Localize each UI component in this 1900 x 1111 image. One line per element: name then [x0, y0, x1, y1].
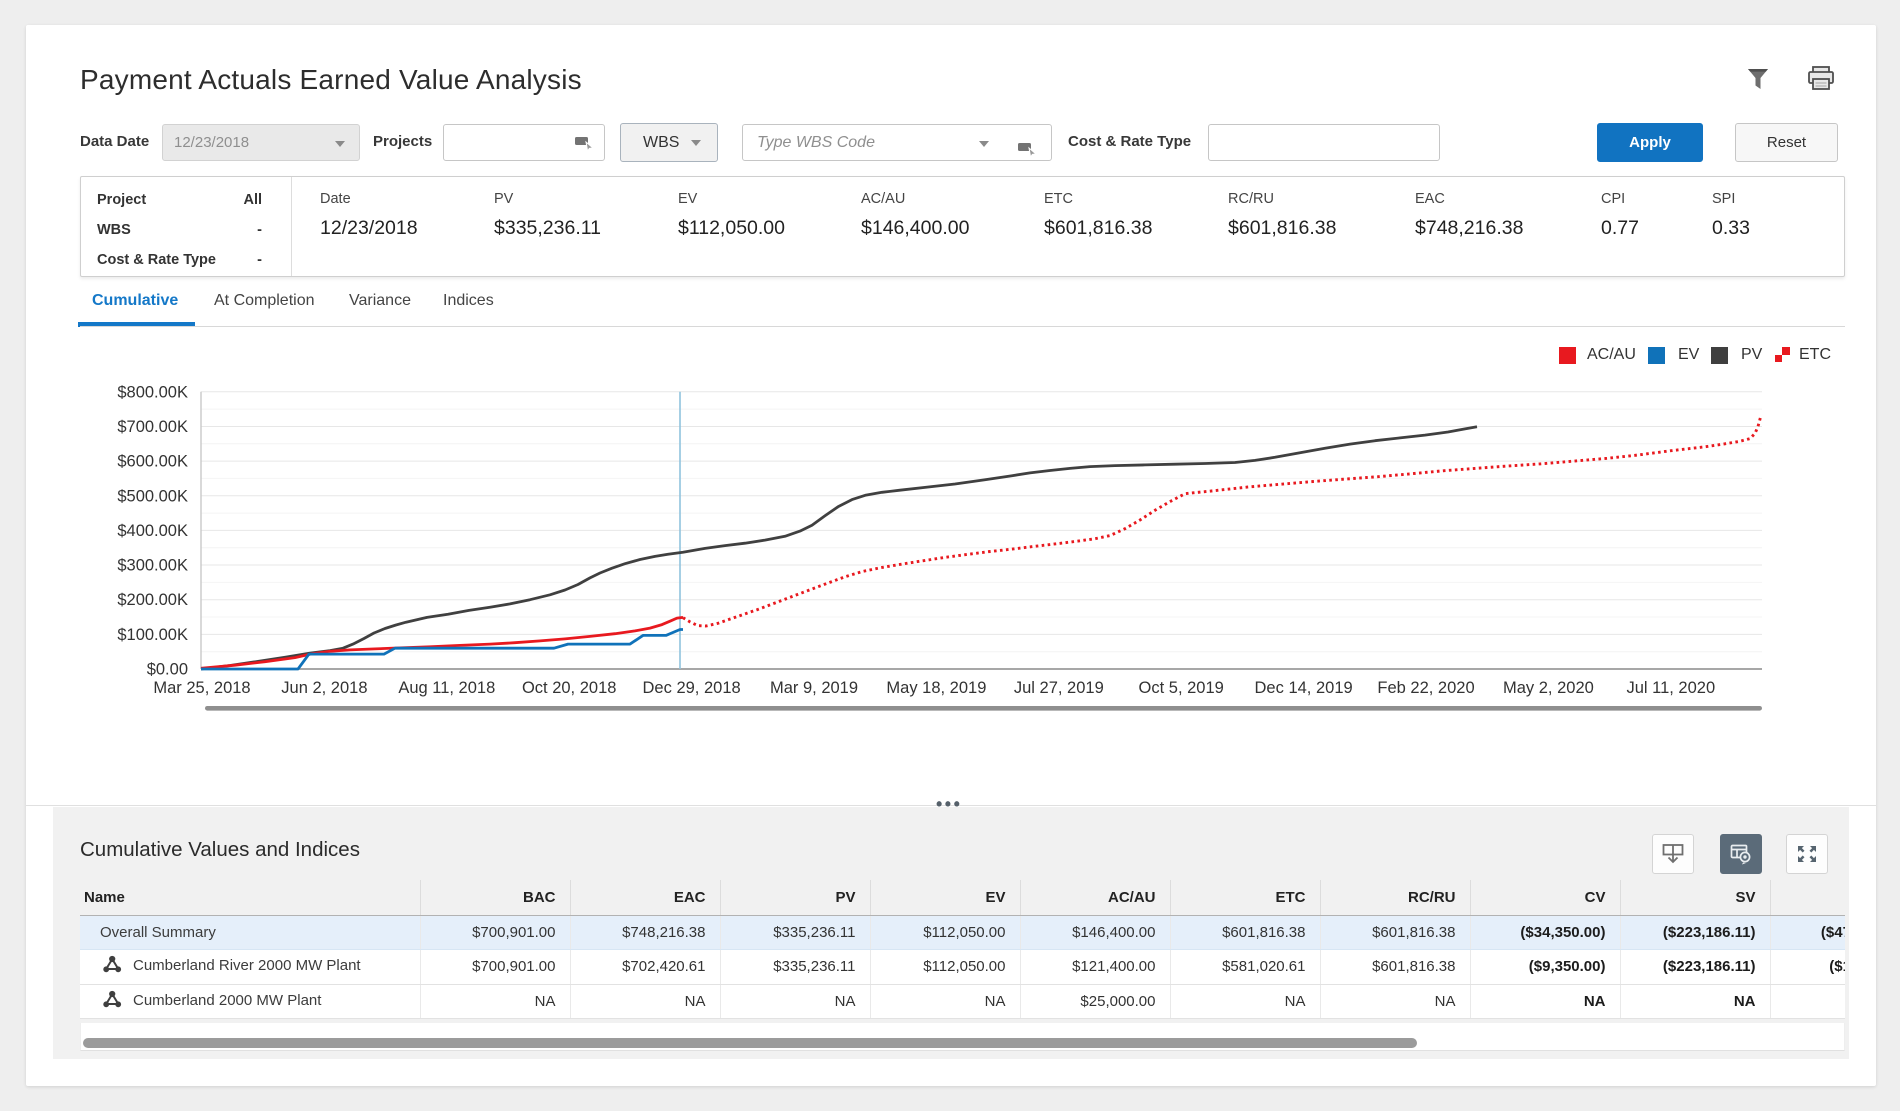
svg-text:$700.00K: $700.00K	[117, 418, 188, 436]
svg-text:Feb 22, 2020: Feb 22, 2020	[1377, 679, 1474, 697]
svg-text:$600.00K: $600.00K	[117, 453, 188, 471]
svg-text:Oct 20, 2018: Oct 20, 2018	[522, 679, 616, 697]
svg-text:Jul 11, 2020: Jul 11, 2020	[1626, 679, 1715, 697]
svg-text:Dec 14, 2019: Dec 14, 2019	[1255, 679, 1353, 697]
svg-text:$300.00K: $300.00K	[117, 557, 188, 575]
svg-text:May 2, 2020: May 2, 2020	[1503, 679, 1594, 697]
svg-text:Mar 9, 2019: Mar 9, 2019	[770, 679, 858, 697]
svg-text:$800.00K: $800.00K	[117, 383, 188, 401]
svg-text:Aug 11, 2018: Aug 11, 2018	[398, 679, 495, 697]
svg-text:$0.00: $0.00	[147, 661, 188, 679]
svg-text:May 18, 2019: May 18, 2019	[886, 679, 986, 697]
svg-text:Oct 5, 2019: Oct 5, 2019	[1139, 679, 1224, 697]
svg-text:Jul 27, 2019: Jul 27, 2019	[1014, 679, 1104, 697]
svg-text:$200.00K: $200.00K	[117, 591, 188, 609]
svg-text:$500.00K: $500.00K	[117, 487, 188, 505]
svg-text:$100.00K: $100.00K	[117, 626, 188, 644]
svg-text:Dec 29, 2018: Dec 29, 2018	[643, 679, 741, 697]
svg-text:$400.00K: $400.00K	[117, 522, 188, 540]
svg-text:Mar 25, 2018: Mar 25, 2018	[153, 679, 250, 697]
svg-text:Jun 2, 2018: Jun 2, 2018	[281, 679, 367, 697]
